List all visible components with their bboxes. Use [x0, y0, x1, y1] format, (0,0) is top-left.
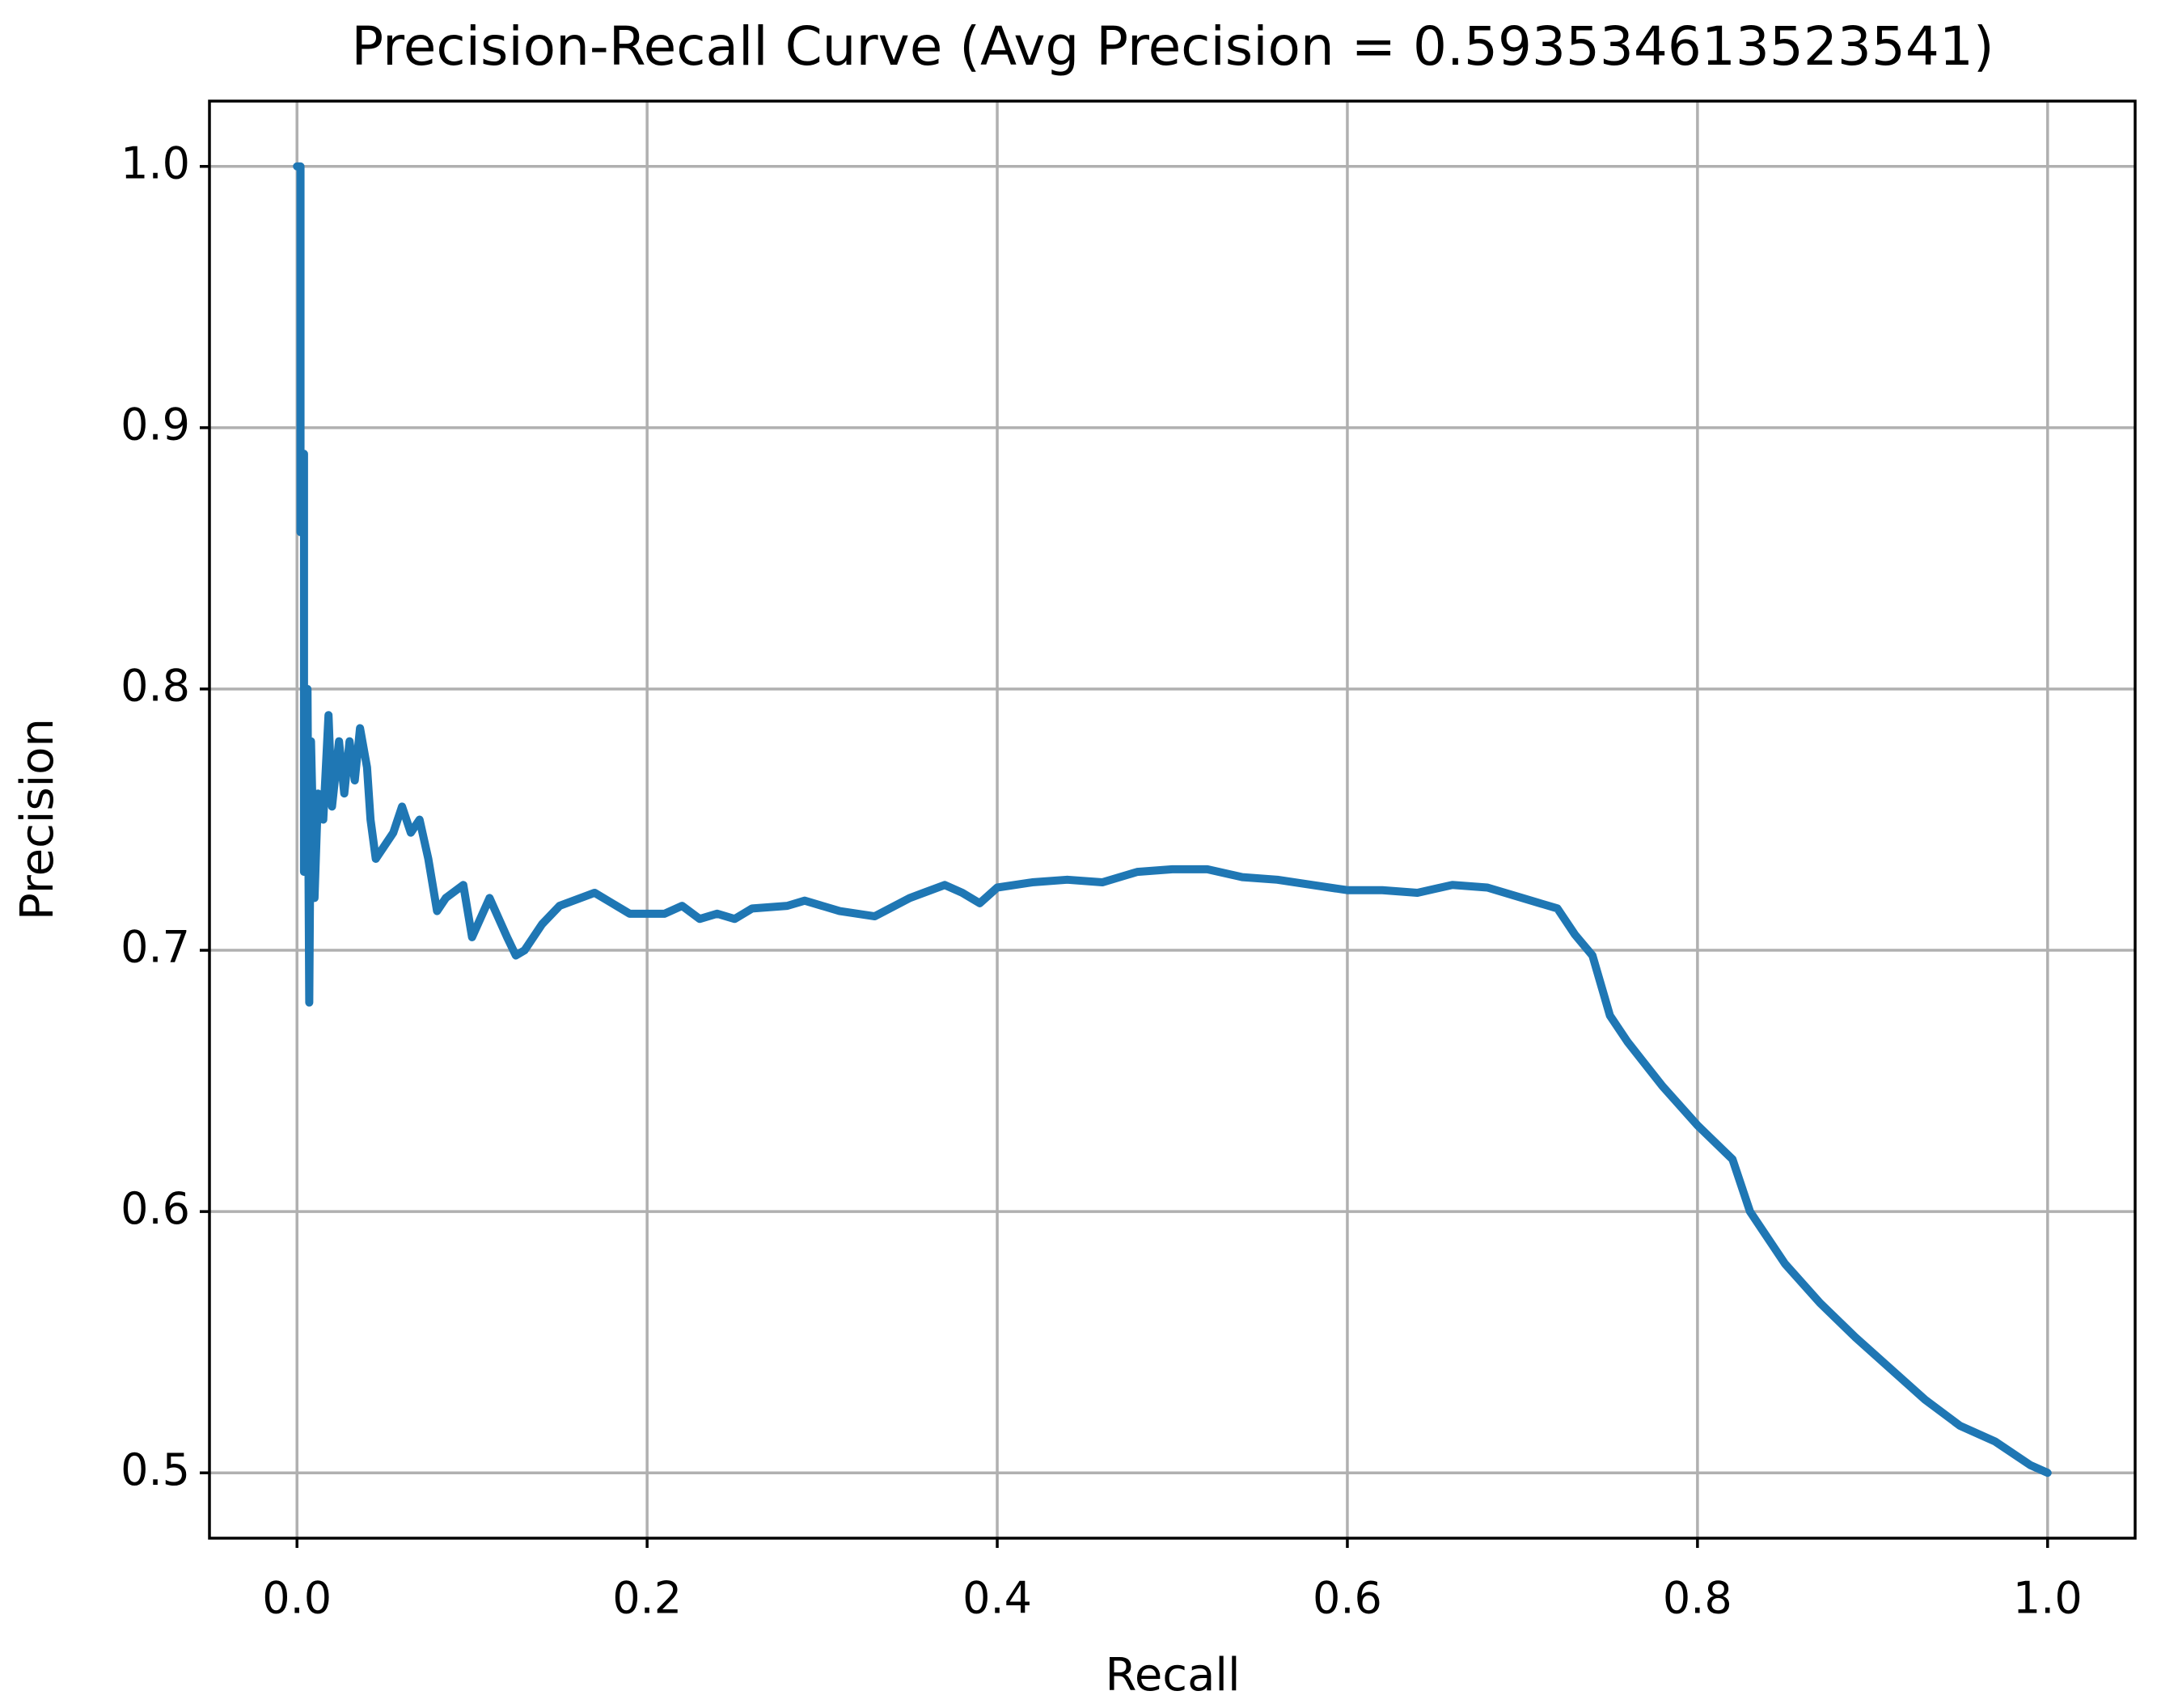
x-axis-label: Recall	[1105, 1649, 1240, 1702]
x-tick-label: 0.2	[612, 1573, 682, 1624]
x-tick-label: 0.0	[262, 1573, 332, 1624]
x-tick-label: 1.0	[2013, 1573, 2083, 1624]
plot-frame	[208, 99, 2137, 1540]
pr-curve	[293, 162, 2052, 1478]
y-tick-label: 0.9	[121, 400, 190, 450]
y-tick-label: 1.0	[121, 137, 190, 188]
y-tick-label: 0.7	[121, 922, 190, 973]
y-tick-label: 0.8	[121, 661, 190, 712]
x-tick-label: 0.6	[1313, 1573, 1382, 1624]
chart-title: Precision-Recall Curve (Avg Precision = …	[351, 15, 1994, 78]
y-tick-label: 0.6	[121, 1183, 190, 1234]
x-tick-label: 0.8	[1663, 1573, 1732, 1624]
y-tick-label: 0.5	[121, 1444, 190, 1495]
x-tick-label: 0.4	[962, 1573, 1032, 1624]
y-axis-label: Precision	[11, 718, 64, 920]
